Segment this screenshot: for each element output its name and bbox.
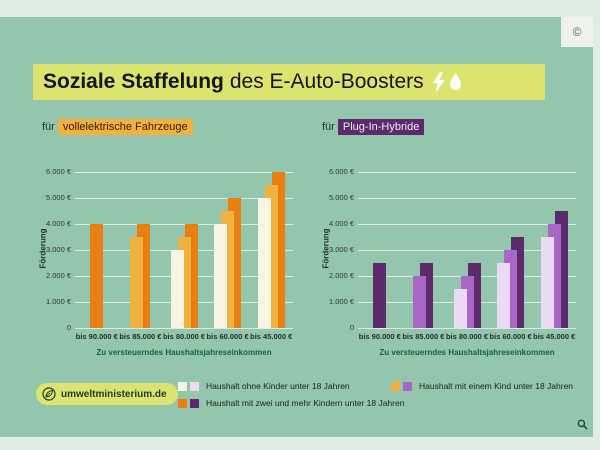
- x-tick-label: bis 85.000 €: [402, 332, 445, 341]
- gridline: [75, 223, 293, 225]
- copyright-icon: ©: [561, 17, 593, 47]
- y-tick-label: 2.000 €: [45, 271, 71, 280]
- bar: [214, 224, 228, 328]
- bar: [453, 289, 467, 328]
- bar: [257, 198, 271, 328]
- lightning-icon: [432, 72, 445, 92]
- gridline: [358, 249, 576, 251]
- bar: [413, 276, 427, 328]
- bar: [170, 250, 184, 328]
- plot-area: [358, 171, 576, 329]
- y-tick-label: 6.000 €: [328, 167, 354, 176]
- subtitle-prefix: für: [42, 121, 55, 133]
- legend-swatch: [178, 398, 187, 408]
- legend-swatch: [391, 381, 400, 391]
- y-tick-label: 0: [66, 323, 71, 332]
- x-tick-label: bis 80.000 €: [162, 332, 206, 341]
- legend-label: Haushalt ohne Kinder unter 18 Jahren: [206, 381, 350, 391]
- gridline: [358, 223, 576, 225]
- x-tick-label: bis 45.000 €: [250, 332, 293, 341]
- y-tick-label: 1.000 €: [45, 297, 71, 306]
- legend-label: Haushalt mit zwei und mehr Kindern unter…: [206, 398, 405, 408]
- title-icons: [432, 72, 462, 92]
- y-tick-label: 0: [349, 323, 354, 332]
- gridline: [358, 197, 576, 199]
- gridline: [75, 171, 293, 173]
- plot-area: [75, 171, 293, 329]
- bar: [497, 263, 511, 328]
- y-axis-ticks: 0 1.000 € 2.000 € 3.000 € 4.000 € 5.000 € 6.00…: [318, 167, 354, 332]
- x-axis-ticks: bis 90.000 € bis 85.000 € bis 80.000 € bis …: [358, 332, 576, 342]
- gridline: [75, 197, 293, 199]
- gridline: [358, 327, 576, 329]
- subtitle-highlight-bev: vollelektrische Fahrzeuge: [57, 119, 193, 135]
- subtitle-prefix: für: [322, 121, 335, 133]
- chart-legend: Haushalt ohne Kinder unter 18 Jahren Hau…: [178, 381, 578, 413]
- bar: [130, 237, 144, 328]
- gridline: [75, 327, 293, 329]
- x-tick-label: bis 90.000 €: [75, 332, 118, 341]
- y-tick-label: 3.000 €: [328, 245, 354, 254]
- x-tick-label: bis 85.000 €: [119, 332, 162, 341]
- x-tick-label: bis 60.000 €: [206, 332, 249, 341]
- chart-subtitle-phev: für Plug-In-Hybride: [322, 119, 425, 135]
- title-bold: Soziale Staffelung: [43, 70, 224, 93]
- y-axis-ticks: 0 1.000 € 2.000 € 3.000 € 4.000 € 5.000 € 6.00…: [35, 167, 71, 332]
- bar: [540, 237, 554, 328]
- legend-item-no-children: Haushalt ohne Kinder unter 18 Jahren: [178, 381, 350, 391]
- x-tick-label: bis 80.000 €: [445, 332, 489, 341]
- y-tick-label: 3.000 €: [45, 245, 71, 254]
- x-tick-label: bis 60.000 €: [489, 332, 532, 341]
- y-tick-label: 5.000 €: [45, 193, 71, 202]
- chart-phev: Förderung 0 1.000 €2.000 €3.000 €4.000 €5…: [318, 162, 590, 362]
- legend-swatch: [190, 398, 199, 408]
- source-url: umweltministerium.de: [61, 388, 167, 400]
- bar: [90, 224, 104, 328]
- chart-subtitle-bev: für vollelektrische Fahrzeuge: [42, 119, 193, 135]
- legend-swatch: [403, 381, 412, 391]
- y-tick-label: 5.000 €: [328, 193, 354, 202]
- x-tick-label: bis 45.000 €: [533, 332, 576, 341]
- x-tick-label: bis 90.000 €: [358, 332, 401, 341]
- infographic-panel: © Soziale Staffelung des E-Auto-Boosters…: [0, 17, 593, 437]
- subtitle-highlight-phev: Plug-In-Hybride: [337, 119, 425, 135]
- legend-item-one-child: Haushalt mit einem Kind unter 18 Jahren: [391, 381, 573, 391]
- source-logo: umweltministerium.de: [36, 383, 178, 405]
- x-axis-label: Zu versteuerndes Haushaltsjahreseinkomme…: [379, 348, 555, 357]
- bar: [373, 263, 387, 328]
- gridline: [358, 171, 576, 173]
- page-title: Soziale Staffelung des E-Auto-Boosters: [33, 64, 545, 100]
- x-axis-label: Zu versteuerndes Haushaltsjahreseinkomme…: [96, 348, 272, 357]
- legend-swatch: [190, 381, 199, 391]
- chart-bev: Förderung 0 1.000 €2.000 €3.000 €4.000 €5…: [35, 162, 307, 362]
- droplet-icon: [449, 73, 461, 90]
- title-rest: des E-Auto-Boosters: [229, 70, 424, 93]
- leaf-icon: [42, 387, 56, 401]
- y-tick-label: 4.000 €: [328, 219, 354, 228]
- y-tick-label: 1.000 €: [328, 297, 354, 306]
- magnifier-icon[interactable]: [577, 419, 588, 430]
- y-tick-label: 6.000 €: [45, 167, 71, 176]
- y-tick-label: 4.000 €: [45, 219, 71, 228]
- y-tick-label: 2.000 €: [328, 271, 354, 280]
- legend-label: Haushalt mit einem Kind unter 18 Jahren: [419, 381, 574, 391]
- copyright-symbol: ©: [572, 25, 582, 39]
- legend-item-two-plus-children: Haushalt mit zwei und mehr Kindern unter…: [178, 398, 404, 408]
- x-axis-ticks: bis 90.000 € bis 85.000 € bis 80.000 € bis …: [75, 332, 293, 342]
- legend-swatch: [178, 381, 187, 391]
